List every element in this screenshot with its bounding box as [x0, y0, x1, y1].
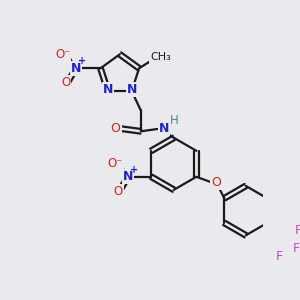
- Text: O⁻: O⁻: [107, 157, 123, 169]
- Text: N: N: [123, 170, 133, 183]
- Text: N: N: [70, 62, 81, 75]
- Text: F: F: [295, 224, 300, 237]
- Text: H: H: [169, 114, 178, 127]
- Text: N: N: [127, 83, 137, 96]
- Text: F: F: [275, 250, 282, 263]
- Text: O⁻: O⁻: [55, 48, 70, 61]
- Text: O: O: [211, 176, 221, 188]
- Text: O: O: [111, 122, 121, 135]
- Text: F: F: [293, 242, 300, 255]
- Text: O: O: [113, 185, 123, 198]
- Text: CH₃: CH₃: [150, 52, 171, 61]
- Text: +: +: [130, 164, 139, 175]
- Text: +: +: [78, 56, 86, 66]
- Text: N: N: [159, 122, 169, 135]
- Text: O: O: [61, 76, 70, 89]
- Text: N: N: [103, 83, 113, 96]
